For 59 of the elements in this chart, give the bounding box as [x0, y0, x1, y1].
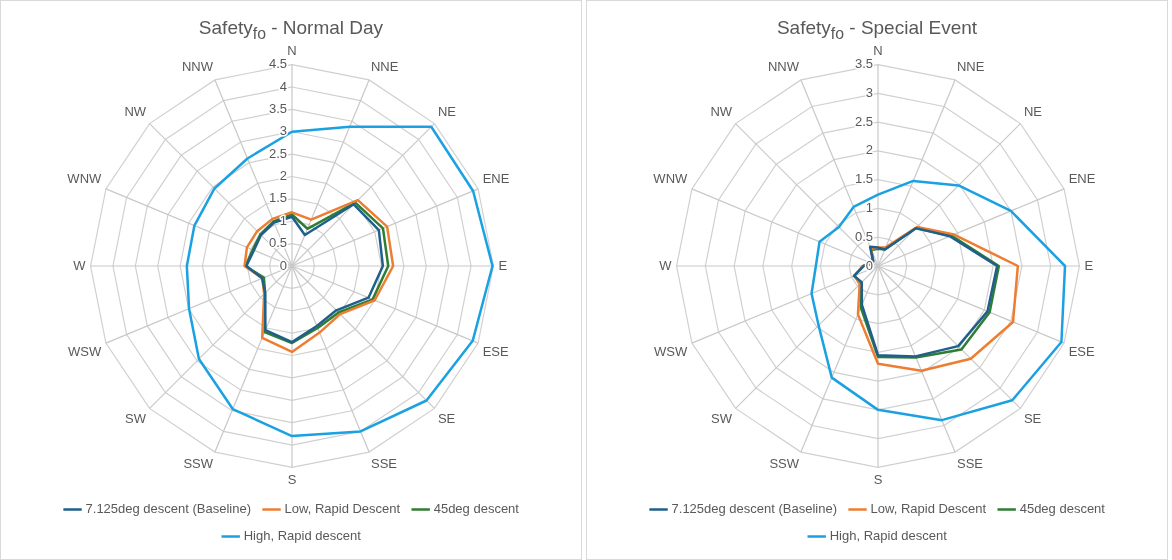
legend-label: Low, Rapid Descent: [870, 501, 987, 517]
y-tick-label: 1.5: [854, 171, 873, 187]
spoke-label: SSE: [956, 456, 984, 472]
spoke-label: WSW: [654, 344, 689, 360]
spoke-label: W: [659, 257, 673, 273]
spoke-label: N: [287, 43, 297, 59]
y-tick-label: 0.5: [268, 235, 287, 251]
spoke-label: E: [1084, 257, 1094, 273]
spoke-label: ESE: [1068, 344, 1096, 360]
spoke-label: W: [73, 257, 87, 273]
spoke-label: NW: [710, 103, 733, 119]
y-tick-label: 4: [279, 78, 287, 94]
y-tick-label: 3.5: [854, 56, 873, 72]
spoke-label: N: [873, 43, 883, 59]
y-tick-label: 2.5: [854, 113, 873, 129]
spoke-label: NE: [1023, 103, 1043, 119]
spoke-label: WNW: [67, 170, 103, 186]
spoke-label: ENE: [1068, 170, 1096, 186]
spoke-label: SW: [125, 411, 147, 427]
spoke-label: SE: [1023, 411, 1042, 427]
y-tick-label: 1.5: [268, 190, 287, 206]
legend-label: 45deg descent: [1019, 501, 1106, 517]
spoke-label: E: [498, 257, 508, 273]
legend-label: 45deg descent: [433, 501, 520, 517]
y-tick-label: 3: [865, 84, 873, 100]
spoke-label: ESE: [482, 344, 510, 360]
spoke-label: SE: [437, 411, 456, 427]
y-tick-label: 1: [865, 200, 873, 216]
spoke-label: S: [287, 471, 297, 487]
spoke-label: NNW: [767, 59, 800, 75]
y-tick-label: 3: [279, 123, 287, 139]
spoke-label: NE: [437, 103, 457, 119]
spoke-label: SSW: [769, 456, 800, 472]
spoke-label: ENE: [482, 170, 510, 186]
spoke-label: SW: [711, 411, 733, 427]
legend-label: Low, Rapid Descent: [284, 501, 401, 517]
legend-label: High, Rapid descent: [243, 528, 362, 544]
y-tick-label: 2: [865, 142, 873, 158]
spoke-label: WNW: [653, 170, 689, 186]
y-tick-label: 1: [279, 212, 287, 228]
y-tick-label: 0.5: [854, 228, 873, 244]
y-tick-label: 3.5: [268, 100, 287, 116]
legend-label: High, Rapid descent: [829, 528, 948, 544]
legend-label: 7.125deg descent (Baseline): [85, 501, 252, 517]
spoke-label: S: [873, 471, 883, 487]
legend-label: 7.125deg descent (Baseline): [671, 501, 838, 517]
y-tick-label: 2.5: [268, 145, 287, 161]
y-tick-label: 4.5: [268, 56, 287, 72]
spoke-label: SSW: [183, 456, 214, 472]
y-tick-label: 0: [279, 257, 287, 273]
spoke-label: NNE: [370, 59, 399, 75]
spoke-label: WSW: [68, 344, 103, 360]
spoke-label: SSE: [370, 456, 398, 472]
spoke-label: NW: [124, 103, 147, 119]
spoke-label: NNE: [956, 59, 985, 75]
y-tick-label: 2: [279, 168, 287, 184]
chart-title: Safety$_{fo}$ - Normal Day: [197, 17, 385, 43]
spoke-label: NNW: [181, 59, 214, 75]
chart-title: Safety$_{fo}$ - Special Event: [775, 17, 979, 43]
